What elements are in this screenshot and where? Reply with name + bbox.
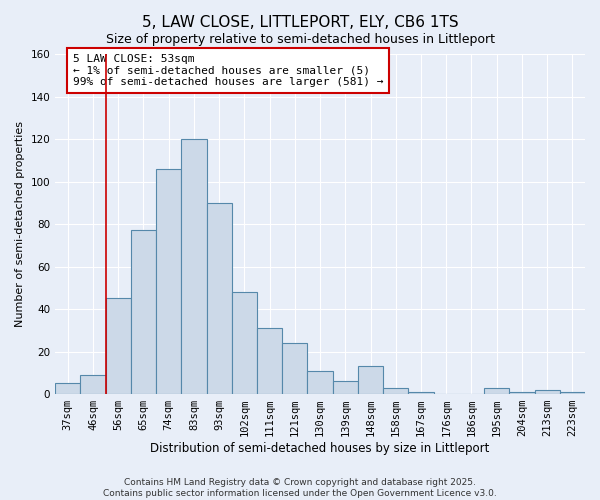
Bar [106, 298, 131, 394]
Bar [55, 384, 80, 394]
Bar [156, 169, 181, 394]
Bar [80, 375, 106, 394]
Text: 5 LAW CLOSE: 53sqm
← 1% of semi-detached houses are smaller (5)
99% of semi-deta: 5 LAW CLOSE: 53sqm ← 1% of semi-detached… [73, 54, 383, 87]
Bar [358, 366, 383, 394]
Bar [282, 343, 307, 394]
Text: Size of property relative to semi-detached houses in Littleport: Size of property relative to semi-detach… [106, 32, 494, 46]
Bar [232, 292, 257, 394]
Bar [257, 328, 282, 394]
Bar [409, 392, 434, 394]
X-axis label: Distribution of semi-detached houses by size in Littleport: Distribution of semi-detached houses by … [151, 442, 490, 455]
Bar [535, 390, 560, 394]
Bar [307, 370, 332, 394]
Bar [206, 203, 232, 394]
Bar [181, 139, 206, 394]
Bar [383, 388, 409, 394]
Bar [560, 392, 585, 394]
Text: Contains HM Land Registry data © Crown copyright and database right 2025.
Contai: Contains HM Land Registry data © Crown c… [103, 478, 497, 498]
Bar [509, 392, 535, 394]
Bar [332, 382, 358, 394]
Bar [484, 388, 509, 394]
Text: 5, LAW CLOSE, LITTLEPORT, ELY, CB6 1TS: 5, LAW CLOSE, LITTLEPORT, ELY, CB6 1TS [142, 15, 458, 30]
Y-axis label: Number of semi-detached properties: Number of semi-detached properties [15, 121, 25, 327]
Bar [131, 230, 156, 394]
